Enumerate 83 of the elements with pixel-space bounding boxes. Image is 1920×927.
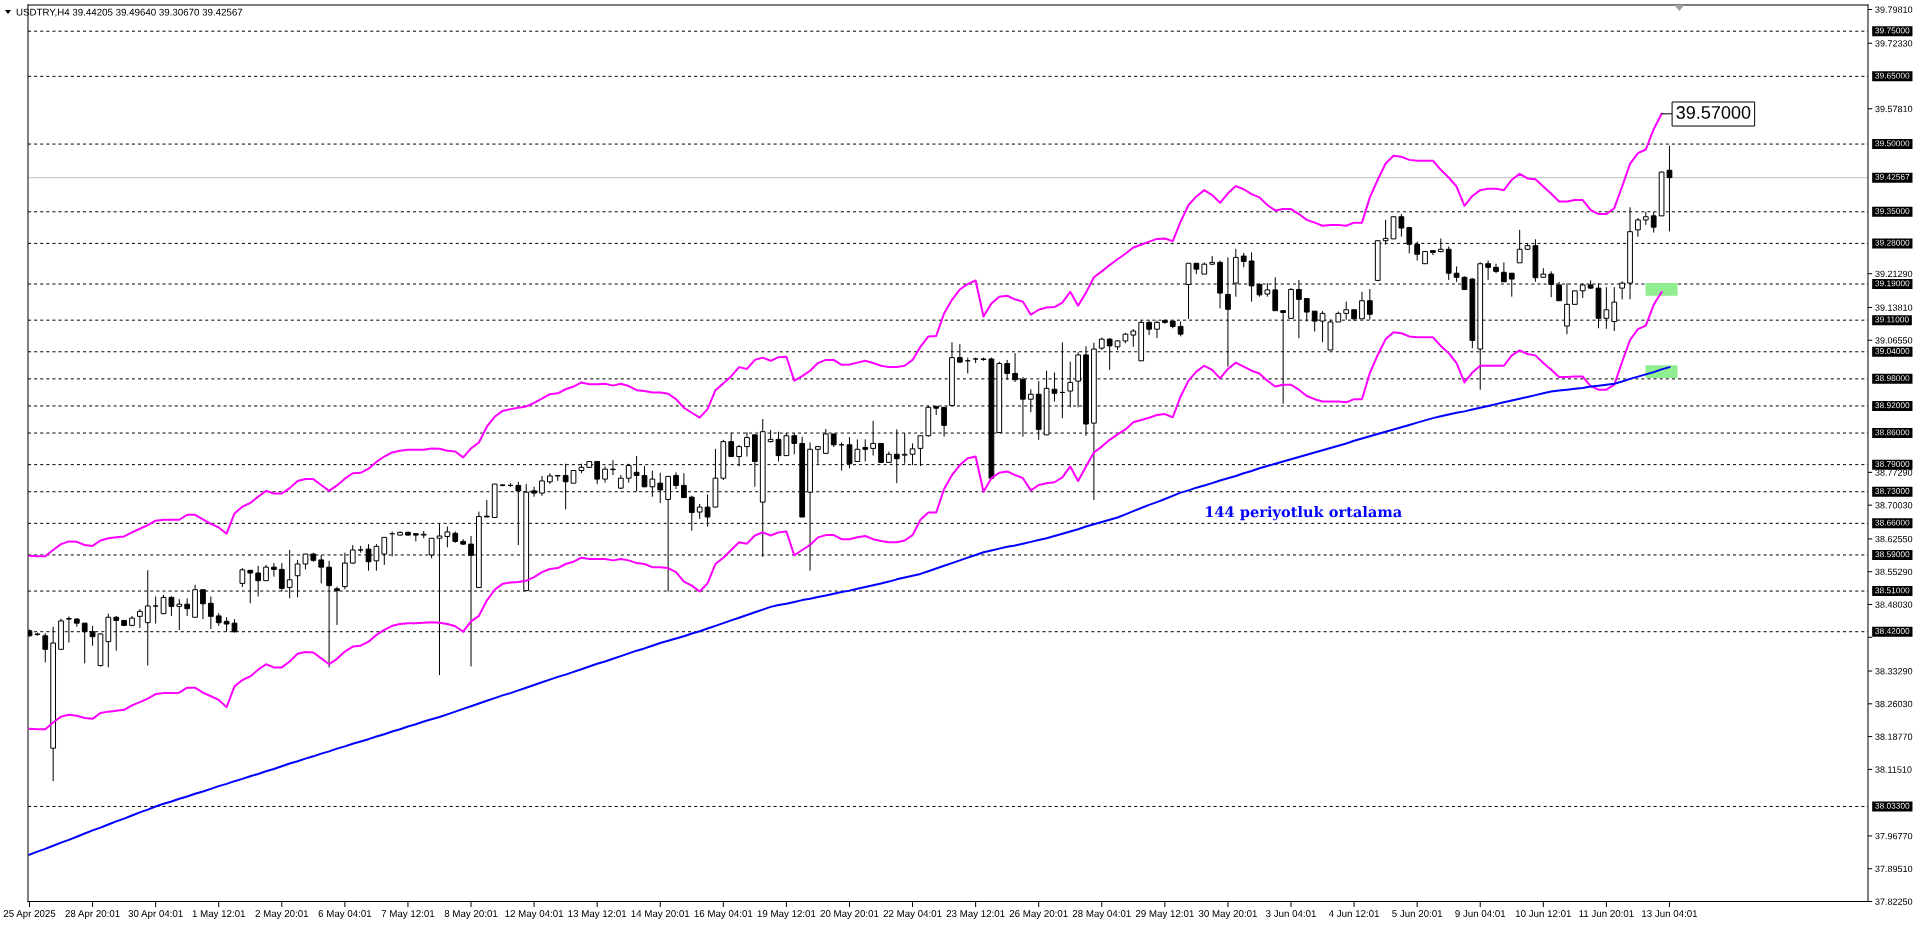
x-tick-label: 22 May 04:01	[883, 910, 942, 919]
y-tick-label: 39.13810	[1875, 304, 1913, 311]
x-tick-label: 13 May 12:01	[568, 910, 627, 919]
x-tick-label: 2 May 20:01	[255, 910, 309, 919]
ref-line-label: 38.59000	[1875, 551, 1910, 558]
y-tick-label: 39.79810	[1875, 6, 1913, 13]
ref-line-label: 39.75000	[1875, 27, 1910, 34]
candlestick	[152, 596, 159, 625]
x-tick-label: 19 May 12:01	[757, 910, 816, 919]
x-tick-label: 28 May 04:01	[1072, 910, 1131, 919]
x-tick-label: 23 May 12:01	[946, 910, 1005, 919]
candlestick	[1635, 217, 1641, 238]
candlestick	[137, 608, 143, 629]
y-tick-label: 38.48030	[1875, 601, 1913, 608]
candlestick	[207, 596, 214, 630]
candlestick	[1485, 260, 1491, 281]
candlestick	[1343, 301, 1350, 321]
x-tick-label: 1 May 12:01	[192, 910, 246, 919]
x-tick-label: 13 Jun 04:01	[1642, 910, 1698, 917]
y-tick-label: 39.57810	[1875, 105, 1913, 113]
x-tick-label: 14 May 20:01	[631, 910, 690, 919]
ref-line-label: 38.92000	[1875, 402, 1910, 409]
y-tick-label: 38.62550	[1875, 535, 1913, 543]
chart-title: USDTRY,H4 39.44205 39.49640 39.30670 39.42567	[16, 8, 243, 17]
x-tick-label: 5 Jun 20:01	[1392, 910, 1443, 917]
ref-line-label: 39.42567	[1875, 173, 1910, 180]
y-tick-label: 38.70030	[1875, 502, 1913, 509]
candlestick	[255, 565, 262, 597]
y-tick-label: 37.96770	[1875, 832, 1913, 840]
x-tick-label: 10 Jun 12:01	[1515, 910, 1571, 917]
y-tick-label: 38.33290	[1875, 668, 1913, 675]
ref-line-label: 38.73000	[1875, 488, 1910, 494]
x-tick-label: 8 May 20:01	[444, 910, 498, 919]
x-tick-label: 4 Jun 12:01	[1328, 910, 1380, 917]
ref-line-label: 38.98000	[1875, 375, 1910, 382]
series-label: 144 periyotluk ortalama	[1206, 506, 1402, 521]
x-tick-label: 12 May 04:01	[505, 910, 564, 919]
y-tick-label: 38.18770	[1875, 733, 1913, 740]
x-tick-label: 30 Apr 04:01	[128, 910, 183, 919]
y-tick-label: 39.72330	[1875, 40, 1913, 47]
y-tick-label: 38.11510	[1875, 766, 1912, 773]
ref-line-label: 38.03300	[1875, 802, 1910, 809]
candlestick	[66, 615, 72, 644]
ref-line-label: 38.66000	[1875, 519, 1910, 526]
ref-line-label: 39.50000	[1875, 140, 1910, 147]
ref-line-label: 39.04000	[1875, 348, 1910, 355]
x-tick-label: 30 May 20:01	[1198, 910, 1257, 919]
x-tick-label: 20 May 20:01	[820, 910, 879, 919]
x-tick-label: 25 Apr 2025	[3, 910, 56, 919]
y-tick-label: 39.21290	[1875, 270, 1913, 278]
ref-line-label: 38.86000	[1875, 429, 1910, 436]
y-tick-label: 38.26030	[1875, 700, 1913, 708]
y-tick-label: 37.89510	[1875, 865, 1913, 873]
candlestick	[862, 438, 869, 462]
x-tick-label: 3 Jun 04:01	[1265, 910, 1316, 917]
ref-line-label: 39.19000	[1875, 280, 1910, 287]
ref-line-label: 39.28000	[1875, 239, 1910, 246]
ref-line-label: 39.65000	[1875, 72, 1910, 79]
y-tick-label: 39.06550	[1875, 337, 1913, 344]
candlestick	[271, 562, 277, 578]
ref-line-label: 39.35000	[1875, 208, 1910, 215]
x-tick-label: 26 May 20:01	[1009, 910, 1068, 919]
y-tick-label: 38.77290	[1875, 469, 1913, 476]
x-tick-label: 29 May 12:01	[1135, 910, 1194, 919]
y-tick-label: 37.82250	[1875, 898, 1913, 905]
candlestick	[200, 589, 206, 620]
x-tick-label: 7 May 12:01	[381, 910, 435, 919]
ref-line-label: 39.11000	[1875, 316, 1909, 323]
ref-line-label: 38.51000	[1875, 587, 1910, 594]
ref-line-label: 38.79000	[1875, 460, 1910, 467]
candlestick	[42, 632, 49, 663]
ref-line-label: 38.42000	[1875, 628, 1910, 634]
x-tick-label: 6 May 04:01	[318, 910, 372, 919]
text: 39.57000	[1676, 106, 1751, 119]
y-tick-label: 38.55290	[1875, 568, 1913, 576]
line-series	[28, 112, 1663, 558]
x-tick-label: 28 Apr 20:01	[65, 910, 120, 919]
candlestick	[854, 438, 861, 462]
x-tick-label: 11 Jun 20:01	[1579, 910, 1634, 917]
x-tick-label: 16 May 04:01	[694, 910, 753, 919]
candlestick	[239, 567, 246, 588]
candlestick	[1445, 246, 1452, 281]
x-tick-label: 9 Jun 04:01	[1455, 910, 1506, 917]
